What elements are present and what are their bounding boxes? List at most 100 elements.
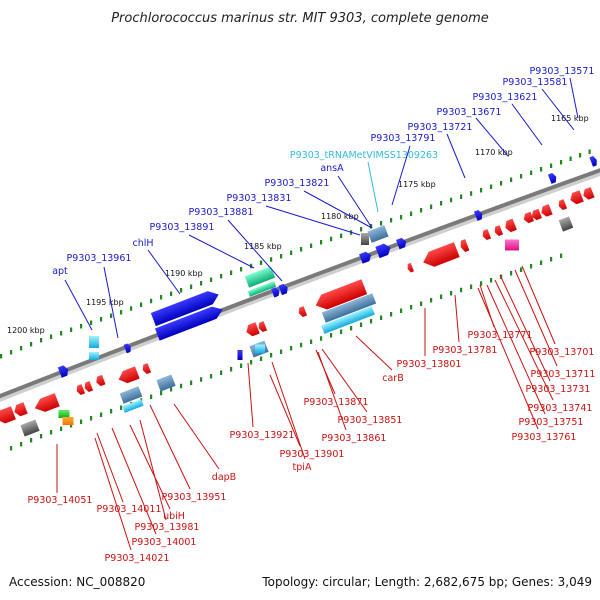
forward-gene-label-leader (475, 117, 509, 157)
feature-block-shape (255, 344, 265, 354)
forward-gene-shape (57, 365, 69, 378)
feature-block (62, 417, 74, 425)
tick-mark (120, 310, 123, 315)
reverse-gene-label-leader (129, 424, 171, 510)
forward-gene-label-leader (147, 249, 181, 295)
forward-gene-label-leader (569, 77, 579, 119)
forward-gene-shape (271, 287, 280, 298)
tick-mark (560, 253, 563, 258)
reverse-gene-shape (34, 393, 60, 412)
forward-gene (547, 172, 557, 184)
tick-mark (530, 264, 533, 269)
tick-mark (60, 426, 63, 431)
tick-mark (270, 257, 273, 262)
feature-block (255, 344, 265, 354)
reverse-gene-label-leader (173, 403, 220, 470)
kbp-label: 1195 kbp (86, 298, 124, 307)
reverse-gene-label: tpiA (293, 462, 312, 473)
tick-mark (180, 383, 183, 389)
tick-mark (440, 201, 443, 206)
feature-block (58, 410, 70, 418)
forward-gene-label: chlH (132, 238, 153, 249)
feature-block-shape (237, 350, 243, 360)
forward-gene-shape (375, 243, 391, 259)
reverse-gene (558, 199, 568, 211)
tick-mark (520, 174, 523, 179)
reverse-gene-label-leader (486, 284, 546, 415)
tick-mark (20, 442, 23, 447)
forward-gene-label: P9303_13891 (150, 222, 215, 233)
tick-mark (370, 319, 373, 324)
tick-mark (340, 329, 343, 334)
tick-mark (190, 284, 193, 289)
forward-gene-label: P9303_13571 (530, 66, 595, 77)
tick-mark (210, 277, 213, 282)
forward-gene (396, 237, 407, 250)
tick-mark (450, 291, 453, 296)
reverse-gene-label: P9303_13771 (468, 330, 533, 341)
reverse-gene (0, 406, 16, 424)
tick-mark (350, 326, 353, 331)
tick-mark (210, 374, 213, 379)
forward-gene-label-leader (303, 190, 373, 229)
forward-gene-label-leader (188, 234, 255, 269)
forward-gene (278, 283, 288, 296)
forward-gene-shape (359, 251, 372, 264)
feature-block-shape (505, 239, 519, 251)
reverse-gene-label-leader (111, 427, 157, 535)
tick-mark (550, 163, 553, 168)
tick-mark (150, 394, 153, 399)
reverse-gene-label: dapB (212, 472, 236, 483)
reverse-gene (246, 322, 260, 337)
tick-mark (240, 267, 243, 272)
forward-gene-shape (473, 209, 483, 221)
tick-mark (360, 227, 363, 232)
tick-mark (310, 339, 313, 344)
gene-features (0, 156, 597, 437)
tick-mark (240, 363, 243, 368)
forward-gene-label-leader (446, 133, 466, 179)
forward-gene-label: P9303_13791 (371, 133, 436, 144)
tick-mark (30, 438, 33, 443)
tick-mark (310, 243, 313, 248)
forward-gene (589, 156, 597, 167)
reverse-gene-label: P9303_13741 (528, 403, 593, 414)
kbp-label: 1200 kbp (7, 326, 45, 335)
tick-mark (260, 356, 263, 361)
feature-block (89, 352, 99, 360)
reverse-gene-label-leader (477, 287, 539, 430)
feature-block (558, 216, 574, 232)
feature-block-shape (321, 293, 377, 323)
reverse-gene (142, 363, 152, 375)
tick-mark (200, 377, 203, 382)
reverse-gene-label: P9303_13901 (280, 449, 345, 460)
forward-gene-label-leader (227, 219, 283, 282)
reverse-gene (96, 374, 106, 387)
tick-mark (120, 405, 123, 410)
reverse-gene-label-leader (269, 374, 301, 447)
tick-mark (510, 271, 513, 276)
forward-gene-label: P9303_tRNAMetVIMSS1309263 (290, 150, 438, 161)
tick-mark (579, 153, 582, 158)
forward-gene (150, 291, 219, 327)
kbp-label: 1170 kbp (475, 148, 513, 157)
tick-mark (500, 181, 503, 186)
tick-mark (80, 419, 83, 424)
reverse-gene-shape (482, 229, 492, 241)
forward-gene-label-leader (337, 175, 373, 229)
forward-gene-shape (396, 237, 407, 250)
reverse-gene (482, 229, 492, 241)
reverse-gene-shape (494, 225, 504, 237)
tick-mark (230, 270, 233, 275)
tick-mark (460, 287, 463, 293)
tick-mark (140, 302, 143, 307)
reverse-gene (494, 225, 504, 237)
tick-mark (90, 416, 93, 421)
tick-mark (420, 208, 423, 213)
reverse-gene-label-leader (247, 362, 254, 428)
feature-block-shape (558, 216, 574, 232)
reverse-gene-label-leader (499, 274, 551, 382)
tick-mark (290, 346, 293, 351)
tick-mark (160, 390, 163, 396)
